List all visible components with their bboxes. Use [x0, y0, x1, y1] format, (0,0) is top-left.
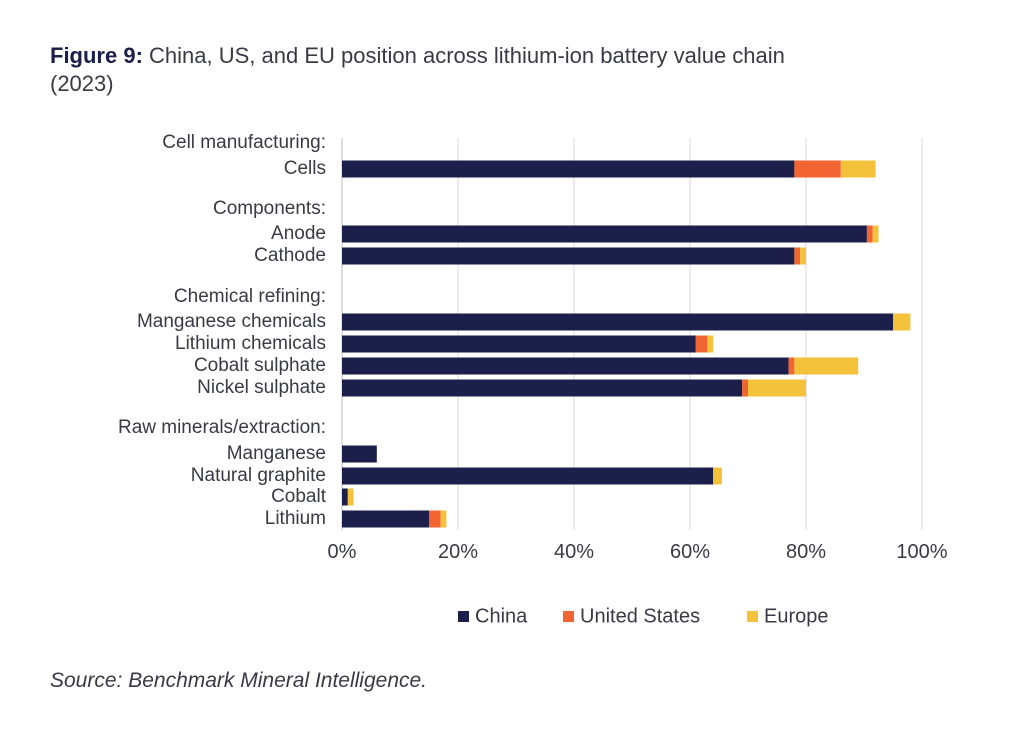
bar-segment-europe	[800, 247, 806, 265]
bar-segment-united-states	[742, 379, 748, 397]
category-label: Anode	[271, 223, 326, 244]
legend-swatch	[563, 611, 574, 622]
bar-segment-united-states	[695, 335, 708, 353]
category-label: Natural graphite	[191, 465, 326, 486]
bar-segment-united-states	[794, 160, 841, 178]
bar-segment-europe	[748, 379, 806, 397]
category-label: Lithium	[265, 508, 326, 529]
category-label: Cobalt	[271, 486, 327, 507]
bar-segment-united-states	[794, 247, 801, 265]
bar-segment-china	[342, 510, 429, 528]
category-label: Manganese chemicals	[137, 311, 326, 332]
bar-segment-europe	[872, 225, 879, 243]
legend-label: Europe	[764, 605, 829, 627]
legend-label: China	[475, 605, 528, 627]
category-label: Lithium chemicals	[175, 333, 326, 354]
x-tick-label: 100%	[896, 541, 947, 563]
chart-title: Figure 9: China, US, and EU position acr…	[50, 42, 810, 98]
bar-segment-china	[342, 379, 743, 397]
bar-segment-europe	[794, 357, 859, 375]
group-header: Raw minerals/extraction:	[118, 417, 326, 438]
bar-segment-europe	[713, 467, 722, 485]
x-tick-label: 40%	[554, 541, 594, 563]
bar-segment-united-states	[429, 510, 441, 528]
bar-segment-china	[342, 467, 714, 485]
category-label: Manganese	[227, 443, 326, 464]
figure-label: Figure 9:	[50, 43, 143, 68]
bar-segment-europe	[840, 160, 876, 178]
group-header: Chemical refining:	[174, 286, 326, 307]
bar-segment-china	[342, 247, 795, 265]
category-label: Cathode	[254, 245, 326, 266]
bar-segment-europe	[440, 510, 447, 528]
bar-segment-china	[342, 445, 377, 463]
x-tick-label: 80%	[786, 541, 826, 563]
legend-swatch	[747, 611, 758, 622]
x-tick-label: 60%	[670, 541, 710, 563]
bar-segment-china	[342, 488, 348, 506]
bar-segment-china	[342, 357, 789, 375]
bar-segment-china	[342, 160, 795, 178]
x-tick-label: 20%	[438, 541, 478, 563]
bar-segment-united-states	[788, 357, 795, 375]
bar-segment-europe	[707, 335, 714, 353]
bar-segment-china	[342, 225, 867, 243]
bar-segment-europe	[347, 488, 354, 506]
category-label: Cobalt sulphate	[194, 355, 326, 376]
group-header: Components:	[213, 198, 326, 219]
x-tick-label: 0%	[328, 541, 357, 563]
category-label: Cells	[284, 158, 326, 179]
bar-segment-china	[342, 313, 893, 331]
source-note: Source: Benchmark Mineral Intelligence.	[50, 669, 428, 692]
group-header: Cell manufacturing:	[162, 132, 326, 153]
legend-label: United States	[580, 605, 700, 627]
figure-title-text: China, US, and EU position across lithiu…	[50, 43, 785, 96]
bar-segment-china	[342, 335, 696, 353]
category-label: Nickel sulphate	[197, 377, 326, 398]
bar-segment-europe	[893, 313, 911, 331]
legend-swatch	[458, 611, 469, 622]
bar-segment-united-states	[866, 225, 873, 243]
